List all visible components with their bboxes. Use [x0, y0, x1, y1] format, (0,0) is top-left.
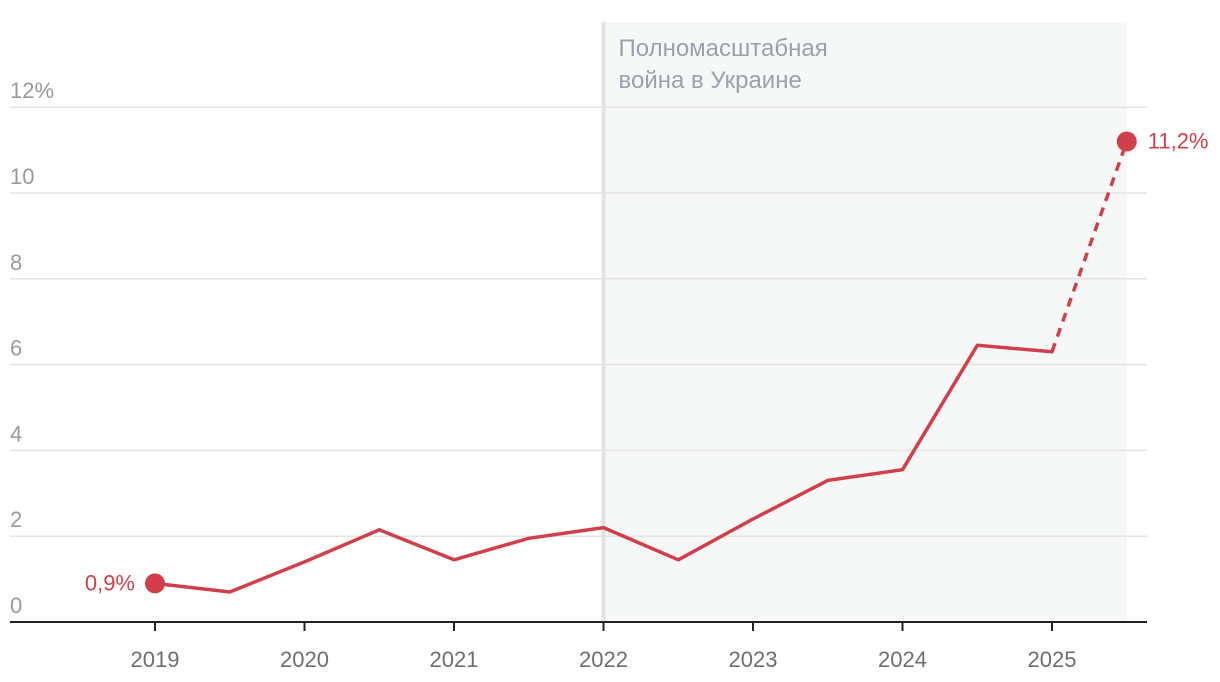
x-axis-ticks: 2019 2020 2021 2022 2023 2024 2025 — [131, 622, 1077, 672]
y-tick-label: 4 — [10, 421, 22, 446]
series-group — [145, 131, 1137, 594]
gridlines — [10, 106, 1147, 537]
y-tick-label: 6 — [10, 336, 22, 361]
series-line — [153, 343, 1054, 594]
y-tick-label: 2 — [10, 507, 22, 532]
x-tick-label: 2024 — [878, 647, 927, 672]
x-tick-label: 2025 — [1028, 647, 1077, 672]
y-axis-ticks: 0 2 4 6 8 10 12% — [10, 78, 54, 618]
y-tick-label: 12% — [10, 78, 54, 103]
x-tick-label: 2020 — [280, 647, 329, 672]
highlight-region — [603, 22, 1127, 622]
end-value-label: 11,2% — [1148, 129, 1209, 154]
x-tick-label: 2022 — [579, 647, 628, 672]
series-line-dashed — [1050, 140, 1129, 353]
x-tick-label: 2023 — [729, 647, 778, 672]
y-tick-label: 8 — [10, 250, 22, 275]
y-tick-label: 10 — [10, 164, 34, 189]
annotation-line-2: война в Украине — [619, 67, 802, 94]
y-tick-label: 0 — [10, 593, 22, 618]
start-point — [145, 573, 165, 594]
start-value-label: 0,9% — [85, 570, 135, 595]
x-tick-label: 2021 — [430, 647, 479, 672]
annotation-line-1: Полномасштабная — [619, 35, 828, 62]
end-point — [1116, 131, 1137, 152]
x-tick-label: 2019 — [131, 647, 180, 672]
